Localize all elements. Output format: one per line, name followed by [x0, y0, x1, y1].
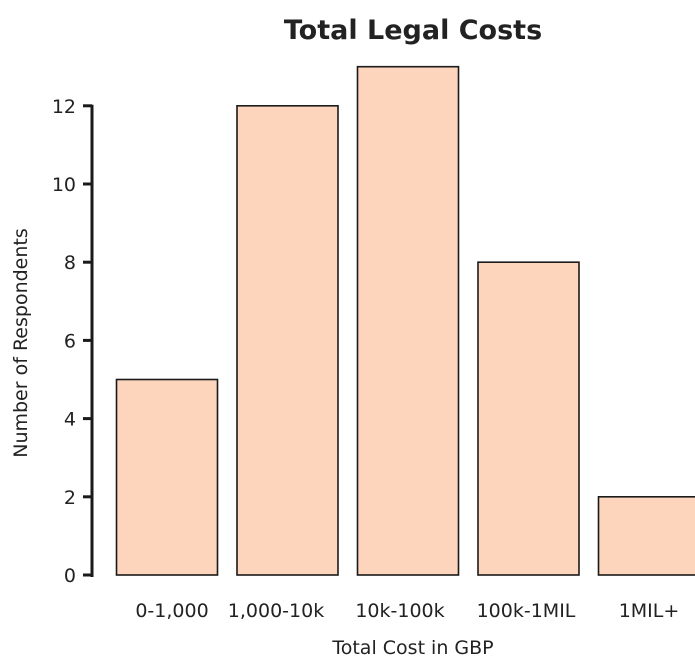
bars-group [115, 65, 695, 576]
chart-title: Total Legal Costs [284, 15, 542, 46]
y-tick-label-3: 6 [64, 330, 76, 352]
x-tick-label-1: 1,000-10k [228, 600, 324, 622]
bar-3 [477, 261, 580, 576]
x-tick-label-0: 0-1,000 [135, 600, 208, 622]
y-tick-label-4: 8 [64, 252, 76, 274]
bar-1 [236, 105, 339, 576]
x-axis-label: Total Cost in GBP [331, 637, 493, 659]
y-tick-label-2: 4 [64, 409, 76, 431]
bar-2 [356, 65, 460, 576]
x-tick-label-3: 100k-1MIL [477, 600, 576, 622]
y-axis-ticks: 0 2 4 6 8 10 12 [52, 96, 92, 587]
x-axis-tick-labels: 0-1,000 1,000-10k 10k-100k 100k-1MIL 1MIL+ [135, 600, 679, 622]
y-tick-label-5: 10 [52, 174, 76, 196]
y-tick-label-6: 12 [52, 96, 76, 118]
bar-4 [597, 495, 695, 576]
bar-0 [115, 378, 219, 576]
y-tick-label-1: 2 [64, 487, 76, 509]
x-tick-label-4: 1MIL+ [619, 600, 680, 622]
y-axis-label: Number of Respondents [10, 228, 32, 458]
x-tick-label-2: 10k-100k [355, 600, 444, 622]
y-tick-label-0: 0 [64, 565, 76, 587]
